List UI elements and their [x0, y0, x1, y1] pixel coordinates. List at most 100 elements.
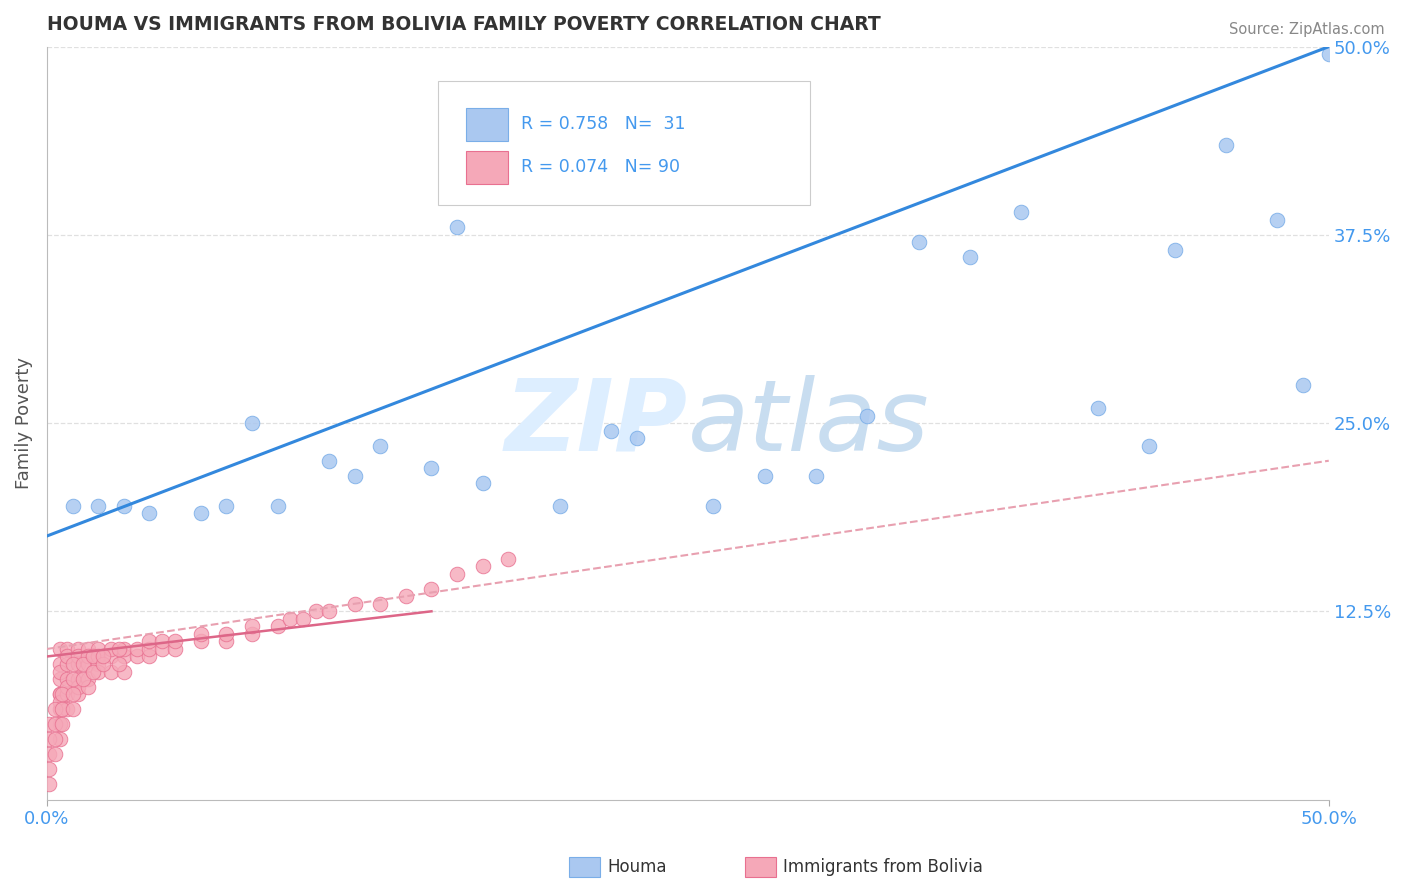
Point: [112, 665, 135, 679]
Point: [600, 424, 623, 438]
Point: [56, 649, 79, 664]
Point: [165, 642, 187, 657]
Point: [446, 566, 468, 581]
Point: [1292, 378, 1315, 392]
Point: [48, 665, 70, 679]
Point: [56, 642, 79, 657]
Point: [266, 619, 288, 633]
Y-axis label: Family Poverty: Family Poverty: [15, 357, 32, 489]
Point: [240, 627, 263, 641]
Point: [626, 431, 648, 445]
Point: [56, 657, 79, 671]
Point: [48, 702, 70, 716]
Point: [77, 642, 100, 657]
Point: [368, 597, 391, 611]
Point: [395, 589, 418, 603]
Point: [38, 717, 60, 731]
Point: [100, 642, 122, 657]
Point: [1087, 401, 1109, 415]
Point: [702, 499, 724, 513]
Point: [240, 619, 263, 633]
Point: [368, 439, 391, 453]
Point: [856, 409, 879, 423]
Point: [56, 687, 79, 701]
Point: [77, 657, 100, 671]
Text: Source: ZipAtlas.com: Source: ZipAtlas.com: [1229, 22, 1385, 37]
Point: [107, 657, 129, 671]
Point: [82, 649, 104, 664]
Text: atlas: atlas: [688, 375, 929, 472]
Point: [77, 672, 100, 686]
FancyBboxPatch shape: [437, 80, 810, 205]
Point: [51, 717, 73, 731]
Point: [66, 672, 89, 686]
Point: [266, 499, 288, 513]
Point: [1137, 439, 1160, 453]
Point: [1267, 212, 1289, 227]
Text: Houma: Houma: [607, 858, 666, 876]
Point: [112, 499, 135, 513]
Point: [125, 649, 148, 664]
Point: [343, 468, 366, 483]
Point: [77, 680, 100, 694]
Point: [318, 454, 340, 468]
Point: [91, 649, 114, 664]
Point: [87, 657, 110, 671]
Text: R = 0.074   N= 90: R = 0.074 N= 90: [522, 158, 681, 176]
Point: [1317, 47, 1340, 62]
Point: [471, 476, 494, 491]
Point: [190, 627, 212, 641]
Point: [66, 642, 89, 657]
Point: [100, 649, 122, 664]
Point: [190, 634, 212, 648]
Point: [150, 642, 173, 657]
Point: [48, 695, 70, 709]
Point: [62, 687, 84, 701]
Point: [471, 559, 494, 574]
FancyBboxPatch shape: [465, 151, 509, 184]
Point: [165, 634, 187, 648]
Point: [51, 687, 73, 701]
Point: [754, 468, 776, 483]
Text: Immigrants from Bolivia: Immigrants from Bolivia: [783, 858, 983, 876]
Point: [44, 747, 66, 762]
Point: [125, 642, 148, 657]
Point: [56, 672, 79, 686]
Point: [215, 634, 238, 648]
Point: [420, 582, 443, 596]
Point: [62, 657, 84, 671]
Point: [420, 461, 443, 475]
Point: [548, 499, 571, 513]
Point: [72, 672, 94, 686]
Point: [318, 604, 340, 618]
Point: [66, 687, 89, 701]
Point: [38, 747, 60, 762]
Point: [305, 604, 328, 618]
Text: R = 0.758   N=  31: R = 0.758 N= 31: [522, 115, 686, 133]
Point: [292, 612, 315, 626]
Point: [44, 732, 66, 747]
Point: [343, 597, 366, 611]
Point: [48, 657, 70, 671]
Point: [87, 665, 110, 679]
Point: [44, 702, 66, 716]
Point: [804, 468, 827, 483]
Point: [215, 499, 238, 513]
Point: [62, 672, 84, 686]
Point: [87, 649, 110, 664]
Point: [66, 649, 89, 664]
Point: [959, 251, 981, 265]
Point: [446, 220, 468, 235]
Point: [215, 627, 238, 641]
Point: [38, 732, 60, 747]
Point: [62, 702, 84, 716]
Point: [48, 672, 70, 686]
Point: [48, 642, 70, 657]
FancyBboxPatch shape: [569, 857, 600, 877]
Point: [91, 657, 114, 671]
Point: [48, 687, 70, 701]
Point: [44, 717, 66, 731]
Text: ZIP: ZIP: [505, 375, 688, 472]
Point: [38, 777, 60, 791]
Point: [48, 717, 70, 731]
